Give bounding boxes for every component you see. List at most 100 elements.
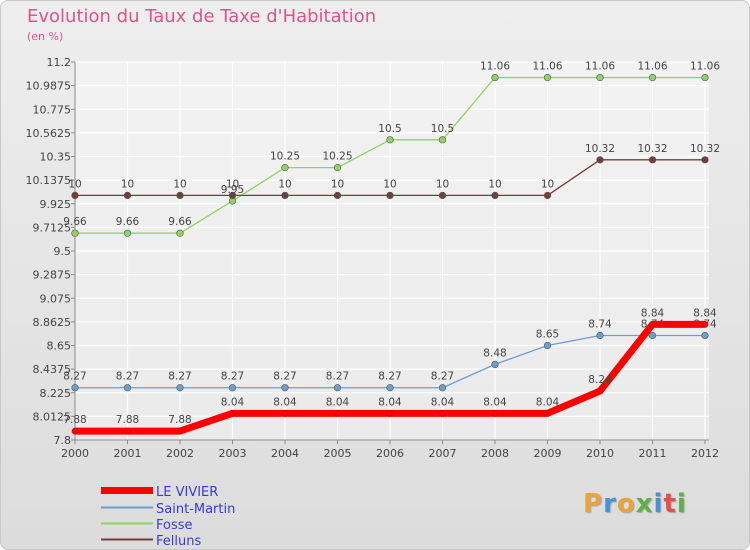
x-tick-label: 2006 bbox=[376, 447, 404, 460]
data-point bbox=[439, 410, 446, 417]
data-label: 8.27 bbox=[168, 371, 191, 383]
data-label: 7.88 bbox=[116, 414, 139, 426]
logo-letter: i bbox=[676, 489, 687, 519]
data-label: 8.04 bbox=[431, 396, 455, 408]
data-label: 10 bbox=[331, 178, 344, 190]
x-tick-label: 2003 bbox=[219, 447, 247, 460]
x-tick-label: 2000 bbox=[61, 447, 89, 460]
data-point bbox=[333, 384, 342, 392]
data-label: 10.5 bbox=[431, 123, 454, 135]
data-label: 11.06 bbox=[690, 61, 720, 73]
legend-label: LE VIVIER bbox=[156, 485, 218, 500]
y-tick-label: 9.925 bbox=[40, 198, 72, 211]
x-tick-label: 2004 bbox=[271, 447, 299, 460]
data-point bbox=[281, 384, 289, 392]
y-tick-label: 10.35 bbox=[40, 151, 72, 164]
data-label: 8.27 bbox=[326, 371, 349, 383]
data-label: 8.84 bbox=[693, 307, 717, 319]
data-point bbox=[701, 156, 709, 164]
data-point bbox=[491, 73, 499, 82]
data-point bbox=[124, 427, 131, 435]
x-tick-label: 2007 bbox=[429, 447, 457, 460]
data-label: 10.25 bbox=[270, 151, 300, 163]
data-point bbox=[649, 321, 656, 328]
data-label: 8.04 bbox=[536, 396, 560, 408]
data-point bbox=[386, 136, 394, 144]
data-label: 10 bbox=[278, 178, 291, 190]
y-tick-label: 10.5625 bbox=[26, 127, 72, 140]
data-label: 9.66 bbox=[63, 216, 87, 228]
data-point bbox=[491, 410, 499, 417]
data-label: 8.27 bbox=[63, 371, 86, 383]
data-point bbox=[176, 384, 184, 392]
y-tick-label: 9.075 bbox=[40, 292, 72, 305]
x-tick-label: 2012 bbox=[691, 447, 719, 460]
x-tick-label: 2011 bbox=[639, 447, 667, 460]
data-point bbox=[281, 191, 289, 200]
data-point bbox=[71, 229, 79, 237]
data-label: 10.32 bbox=[637, 143, 667, 155]
y-tick-label: 9.7125 bbox=[33, 221, 72, 234]
y-tick-label: 8.8625 bbox=[33, 316, 72, 329]
data-point bbox=[71, 427, 79, 435]
y-tick-label: 9.2875 bbox=[33, 269, 72, 282]
data-point bbox=[71, 191, 79, 200]
y-tick-label: 8.4375 bbox=[33, 363, 72, 376]
data-point bbox=[228, 191, 237, 200]
data-label: 8.84 bbox=[641, 307, 665, 319]
data-point bbox=[386, 410, 394, 417]
data-label: 8.74 bbox=[588, 318, 612, 330]
data-point bbox=[438, 384, 447, 392]
data-point bbox=[386, 191, 394, 200]
chart-unit: (en %) bbox=[27, 30, 64, 43]
data-point bbox=[648, 156, 657, 164]
data-label: 10 bbox=[226, 178, 239, 190]
data-label: 10.5 bbox=[378, 123, 401, 135]
proxiti-logo: Proxiti bbox=[583, 489, 687, 519]
data-point bbox=[544, 410, 551, 417]
data-point bbox=[701, 321, 709, 328]
data-label: 10 bbox=[173, 178, 186, 190]
data-point bbox=[228, 384, 237, 392]
data-label: 10 bbox=[436, 178, 449, 190]
data-label: 8.04 bbox=[326, 396, 350, 408]
data-label: 10 bbox=[68, 178, 81, 190]
data-point bbox=[176, 427, 184, 435]
data-point bbox=[123, 384, 132, 392]
data-point bbox=[596, 331, 604, 340]
data-label: 9.66 bbox=[168, 216, 192, 228]
data-point bbox=[491, 360, 499, 369]
data-label: 8.04 bbox=[273, 396, 297, 408]
data-label: 7.88 bbox=[168, 414, 191, 426]
y-tick-label: 9.5 bbox=[54, 245, 72, 258]
data-label: 8.04 bbox=[221, 396, 245, 408]
y-tick-label: 7.8 bbox=[54, 434, 72, 447]
x-tick-label: 2005 bbox=[324, 447, 352, 460]
data-label: 10.32 bbox=[690, 143, 720, 155]
data-point bbox=[229, 410, 236, 417]
data-label: 8.48 bbox=[483, 347, 506, 359]
data-label: 11.06 bbox=[480, 61, 510, 73]
y-tick-label: 8.65 bbox=[47, 340, 72, 353]
data-point bbox=[596, 156, 604, 164]
data-point bbox=[176, 191, 184, 200]
data-label: 11.06 bbox=[585, 61, 615, 73]
data-label: 11.06 bbox=[637, 61, 667, 73]
data-point bbox=[123, 191, 132, 200]
x-tick-label: 2001 bbox=[114, 447, 142, 460]
data-point bbox=[71, 384, 79, 392]
data-label: 8.27 bbox=[431, 371, 454, 383]
data-point bbox=[596, 73, 604, 82]
data-label: 11.06 bbox=[532, 61, 562, 73]
legend-label: Fosse bbox=[156, 518, 193, 533]
y-tick-label: 8.225 bbox=[40, 387, 72, 400]
data-label: 8.27 bbox=[378, 371, 401, 383]
logo-letter: P bbox=[583, 489, 604, 519]
x-tick-label: 2002 bbox=[166, 447, 194, 460]
data-point bbox=[648, 73, 657, 82]
x-tick-label: 2009 bbox=[534, 447, 562, 460]
data-label: 8.65 bbox=[536, 329, 559, 341]
data-point bbox=[596, 387, 604, 395]
